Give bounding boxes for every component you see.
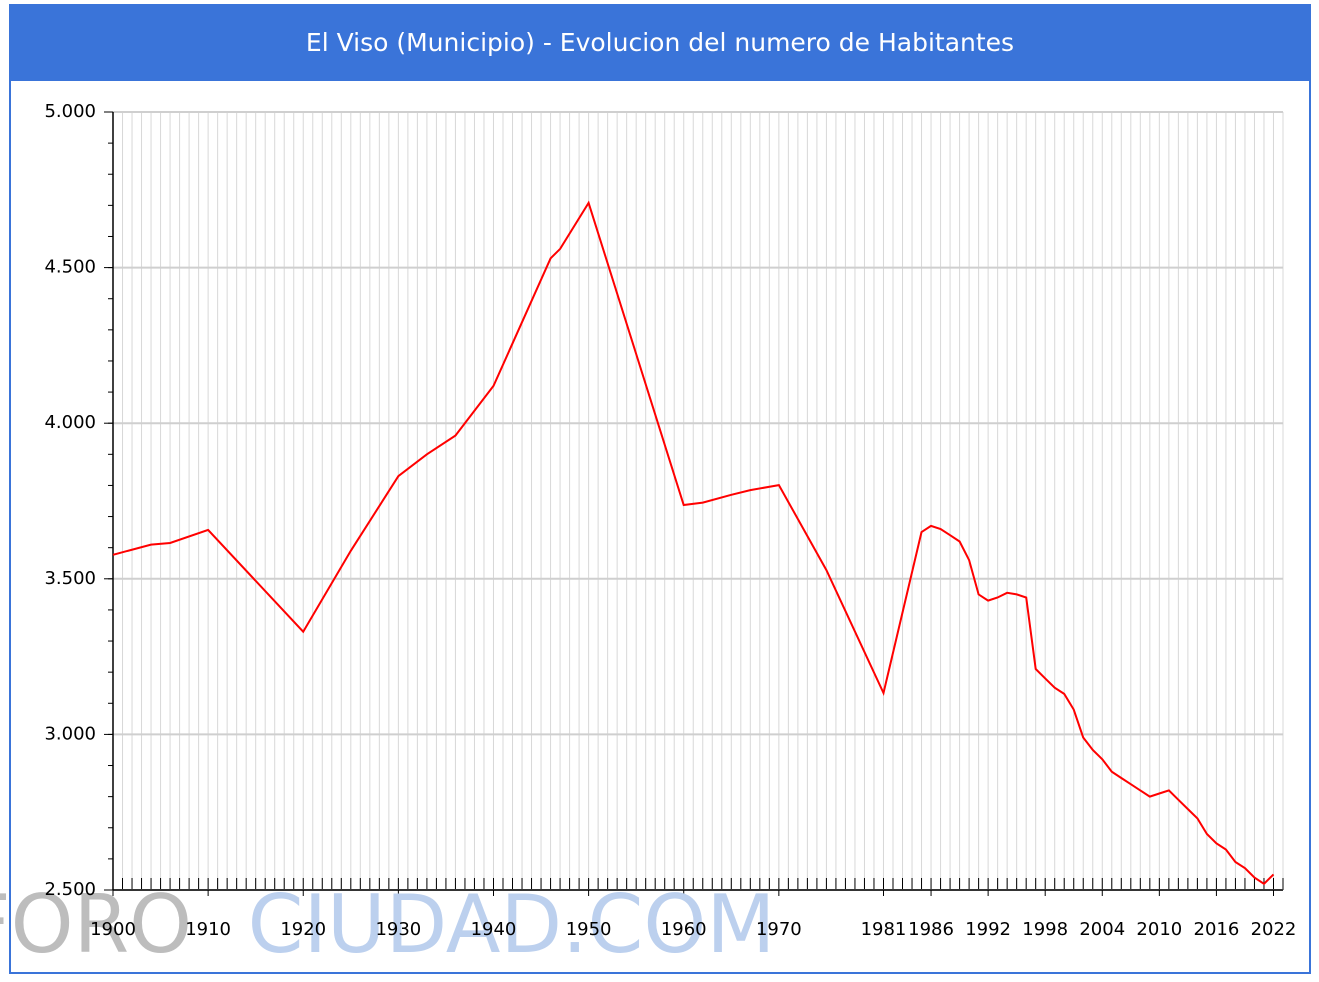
y-tick-label: 4.500 [44, 257, 96, 278]
watermark-part: CIUDAD.COM [248, 878, 776, 971]
x-tick-label: 1986 [908, 919, 954, 940]
x-tick-label: 1992 [965, 919, 1011, 940]
x-tick-label: 2016 [1194, 919, 1240, 940]
x-tick-label: 1981 [861, 919, 907, 940]
x-tick-label: 2004 [1079, 919, 1125, 940]
x-tick-label: 1960 [661, 919, 707, 940]
frame [9, 4, 1311, 974]
x-tick-label: 1940 [471, 919, 517, 940]
y-tick-label: 3.000 [44, 723, 96, 744]
watermark-part: FORO [0, 878, 192, 971]
x-tick-label: 1950 [566, 919, 612, 940]
x-tick-label: 2022 [1251, 919, 1297, 940]
watermark: FORO CIUDAD.COM [0, 878, 775, 971]
x-tick-label: 1970 [756, 919, 802, 940]
x-tick-label: 1930 [375, 919, 421, 940]
x-tick-label: 1900 [90, 919, 136, 940]
data-line [112, 200, 1275, 886]
y-tick-label: 5.000 [44, 101, 96, 122]
grid [104, 111, 1284, 896]
x-tick-label: 1910 [185, 919, 231, 940]
chart-title: El Viso (Municipio) - Evolucion del nume… [306, 28, 1014, 57]
title-bar [10, 5, 1310, 81]
x-tick-label: 1920 [280, 919, 326, 940]
x-tick-label: 2010 [1136, 919, 1182, 940]
x-tick-label: 1998 [1022, 919, 1068, 940]
y-tick-label: 4.000 [44, 412, 96, 433]
y-tick-label: 2.500 [44, 879, 96, 900]
y-tick-label: 3.500 [44, 568, 96, 589]
